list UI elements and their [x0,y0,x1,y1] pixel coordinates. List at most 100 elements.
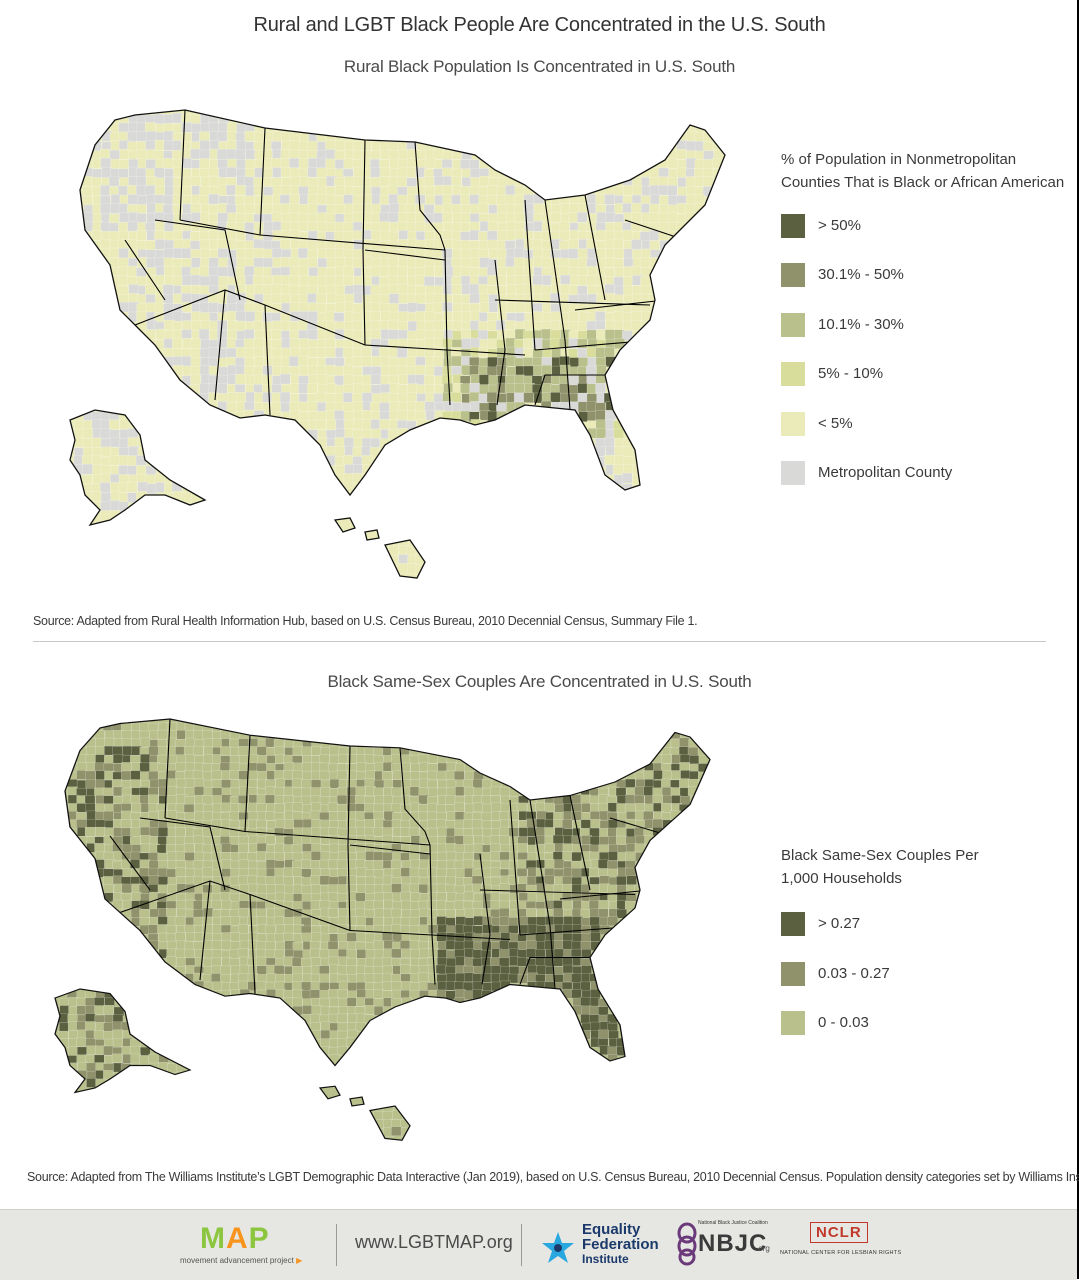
map1-county-cell [469,283,480,295]
map1-county-cell [325,445,337,457]
map2-county-cell [471,875,483,886]
map2-county-cell [427,867,438,877]
map2-county-cell [392,1110,403,1120]
map2-county-cell [482,982,494,992]
map2-outline [369,1105,411,1141]
map2-county-cell [310,1030,321,1040]
map2-county-cell [689,771,700,781]
map1-county-cell [505,185,516,196]
map2-county-cell [381,771,393,781]
map2-county-cell [158,786,169,797]
map2-county-cell [329,754,340,765]
map2-county-cell [607,893,618,903]
map1-county-cell [434,346,445,358]
map2-county-cell [553,859,565,869]
map2-county-cell [327,802,339,813]
map2-county-cell [248,754,259,764]
map1-county-cell [559,221,570,232]
map1-county-cell [208,302,220,313]
map1-county-cell [146,130,157,142]
map2-county-cell [463,819,474,829]
map1-state-border [364,249,446,261]
map1-outline [69,409,207,527]
map2-county-cell [625,778,636,789]
map1-county-cell [145,140,156,151]
map1-county-cell [325,346,336,358]
map2-legend-swatch [781,1011,805,1035]
map2-county-cell [292,867,303,877]
map2-county-cell [446,851,457,862]
map1-county-cell [569,229,581,241]
map2-county-cell [309,989,321,999]
map2-county-cell [302,1005,313,1015]
map-logo[interactable]: MAP movement advancement project ▶ [180,1222,320,1268]
map2-county-cell [527,916,538,927]
map2-county-cell [337,932,348,943]
nclr-tagline: NATIONAL CENTER FOR LESBIAN RIGHTS [780,1250,902,1256]
map1-county-cell [137,481,148,493]
map1-county-cell [477,202,489,214]
map1-county-cell [388,194,399,205]
map2-legend-label: 0 - 0.03 [818,1014,869,1031]
map1-county-cell [370,167,381,178]
map1-county-cell [262,248,273,260]
map1-county-cell [460,257,472,269]
map2-county-cell [211,899,222,910]
map2-county-cell [327,884,339,894]
map1-county-cell [523,238,535,250]
map1-county-cell [127,194,139,205]
map2-county-cell [508,948,520,958]
map1-legend-label: < 5% [818,414,853,432]
map2-county-cell [508,810,519,821]
map1-county-cell [163,114,174,125]
map2-county-cell [319,875,331,885]
map2-county-cell [526,940,537,950]
map2-county-cell [301,893,313,903]
map2-county-cell [59,1022,70,1032]
map2-county-cell [212,860,223,871]
map1-county-cell [236,392,247,403]
map1-county-cell [297,355,309,367]
nbjc-logo[interactable]: National Black Justice Coalition NBJC .o… [676,1220,776,1270]
map2-county-cell [437,851,448,862]
map2-county-cell [274,843,285,853]
map2-county-cell [454,770,465,781]
map1-county-cell [486,391,498,403]
map2-county-cell [418,884,430,894]
map2-county-cell [382,981,393,991]
map2-state-border [347,844,351,931]
map2-county-cell [275,818,286,829]
map2-county-cell [301,746,312,756]
map1-county-cell [469,365,480,376]
efi-line2: Federation [582,1236,659,1253]
map2-county-cell [336,859,348,870]
nclr-logo[interactable]: NCLR NATIONAL CENTER FOR LESBIAN RIGHTS [780,1222,910,1268]
map1-county-cell [371,428,383,440]
map1-county-cell [253,221,265,233]
map2-county-cell [544,940,555,950]
map1-county-cell [100,492,112,503]
map2-county-cell [390,859,402,870]
map2-county-cell [247,875,258,886]
map1-county-cell [541,221,553,232]
map1-county-cell [630,311,642,322]
map2-county-cell [409,916,420,927]
map1-county-cell [262,284,273,295]
map2-county-cell [410,771,421,781]
map-logo-letter-p: P [248,1222,270,1255]
equality-federation-logo[interactable]: Equality Federation Institute [540,1220,670,1270]
map2-county-cell [561,892,573,903]
map2-county-cell [607,1022,618,1033]
map2-county-cell [337,916,349,926]
website-link[interactable]: www.LGBTMAP.org [355,1232,513,1252]
map1-county-cell [316,157,327,169]
map1-county-cell [424,276,435,287]
map1-county-cell [199,266,210,277]
map2-county-cell [130,794,141,805]
map2-county-cell [382,884,393,894]
map1-county-cell [315,293,327,304]
map1-county-cell [423,375,435,386]
map2-county-cell [346,965,357,975]
map2-county-cell [301,762,313,772]
map1-county-cell [369,266,381,278]
